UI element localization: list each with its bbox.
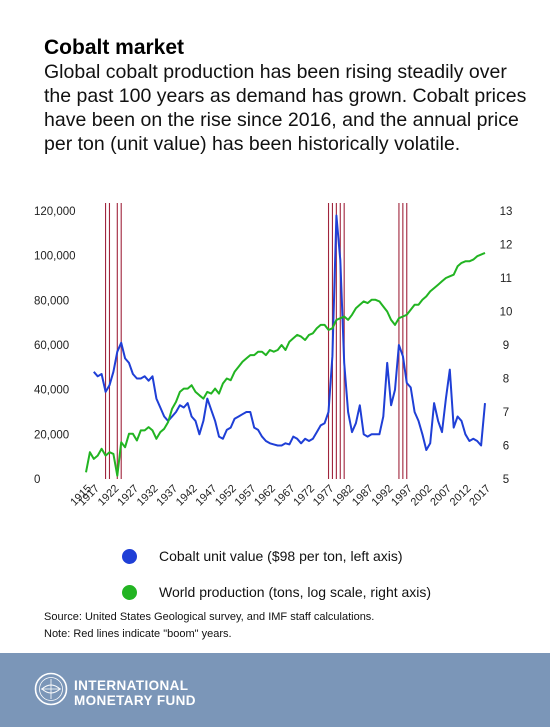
left-axis-tick-label: 40,000 xyxy=(34,385,69,397)
x-axis-tick-label: 1957 xyxy=(233,483,259,509)
x-axis-tick-label: 1917 xyxy=(76,483,102,509)
x-axis-tick-label: 1997 xyxy=(389,483,415,509)
x-axis-tick-label: 2012 xyxy=(448,483,474,509)
imf-name-line1: INTERNATIONAL xyxy=(74,678,189,693)
chart-title: Cobalt market xyxy=(44,36,185,59)
x-axis-tick-label: 1977 xyxy=(311,483,337,509)
right-axis-tick-label: 9 xyxy=(503,340,509,352)
legend-unit-value: Cobalt unit value ($98 per ton, left axi… xyxy=(122,548,403,564)
left-axis-tick-label: 0 xyxy=(34,474,40,486)
left-axis-tick-label: 120,000 xyxy=(34,206,76,218)
boom-note: Note: Red lines indicate "boom" years. xyxy=(44,628,232,640)
x-axis-tick-label: 1952 xyxy=(213,483,239,509)
left-axis-tick-label: 60,000 xyxy=(34,340,69,352)
chart-subtitle: Global cobalt production has been rising… xyxy=(44,61,527,155)
imf-name-line2: MONETARY FUND xyxy=(74,693,196,708)
right-axis-tick-label: 13 xyxy=(500,206,513,218)
x-axis-tick-label: 2017 xyxy=(467,483,493,509)
left-axis-tick-label: 20,000 xyxy=(34,429,69,441)
right-axis-tick-label: 8 xyxy=(503,374,509,386)
source-note: Source: United States Geological survey,… xyxy=(44,611,375,623)
x-axis-tick-label: 1922 xyxy=(96,483,122,509)
production-series-line xyxy=(85,251,486,477)
right-axis-tick-label: 12 xyxy=(500,240,513,252)
x-axis-tick-label: 1972 xyxy=(291,483,317,509)
cobalt-chart: 0 20,000 40,000 60,000 80,000 100,000 120,000 5… xyxy=(34,203,513,509)
x-axis-tick-label: 1932 xyxy=(135,483,161,509)
legend-production: World production (tons, log scale, right… xyxy=(122,584,431,600)
imf-seal-icon xyxy=(34,672,68,706)
x-axis-tick-label: 1947 xyxy=(193,483,219,509)
unit-value-series-line xyxy=(93,214,486,451)
x-axis-tick-label: 1987 xyxy=(350,483,376,509)
right-axis-tick-label: 7 xyxy=(503,407,509,419)
x-axis-tick-label: 1962 xyxy=(252,483,278,509)
left-axis-tick-label: 100,000 xyxy=(34,251,76,263)
x-axis-tick-label: 2007 xyxy=(428,483,454,509)
x-axis-tick-label: 1967 xyxy=(272,483,298,509)
legend-production-label: World production (tons, log scale, right… xyxy=(159,584,432,600)
footer-banner: INTERNATIONAL MONETARY FUND xyxy=(0,653,550,727)
right-axis-tick-label: 6 xyxy=(503,441,509,453)
x-axis-tick-label: 1982 xyxy=(330,483,356,509)
x-axis-tick-label: 1942 xyxy=(174,483,200,509)
left-axis-tick-label: 80,000 xyxy=(34,295,69,307)
right-axis-tick-label: 10 xyxy=(500,307,513,319)
x-axis-tick-label: 1937 xyxy=(154,483,180,509)
right-axis-tick-label: 5 xyxy=(503,474,509,486)
legend-unit-value-marker xyxy=(122,548,137,564)
imf-name: INTERNATIONAL MONETARY FUND xyxy=(74,678,196,708)
right-axis-tick-label: 11 xyxy=(500,273,512,285)
x-axis-tick-label: 1927 xyxy=(115,483,141,509)
legend-production-marker xyxy=(122,584,137,600)
legend-unit-value-label: Cobalt unit value ($98 per ton, left axi… xyxy=(159,548,403,564)
x-axis-tick-label: 1992 xyxy=(370,483,396,509)
x-axis-tick-label: 2002 xyxy=(409,483,435,509)
